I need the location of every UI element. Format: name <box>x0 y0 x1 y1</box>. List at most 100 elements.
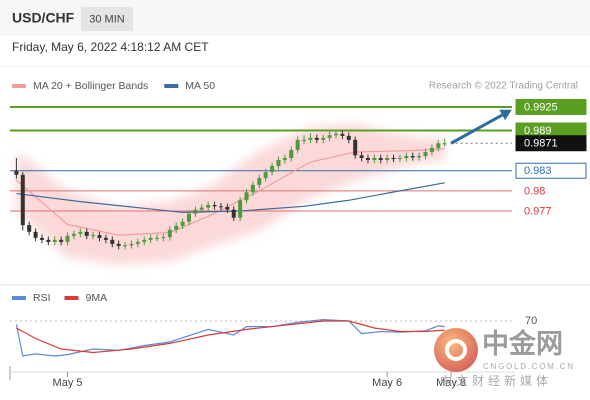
candle-body <box>302 139 307 141</box>
candle-body <box>116 243 121 246</box>
forecast-arrow <box>450 113 503 145</box>
candle-body <box>155 237 160 239</box>
candle-body <box>391 158 396 160</box>
candle-body <box>231 209 236 218</box>
candle-body <box>97 235 102 238</box>
moving-average <box>15 148 445 236</box>
candle-body <box>276 160 281 167</box>
candle-body <box>289 149 294 159</box>
candle-body <box>46 239 51 242</box>
candle-body <box>308 137 313 140</box>
candle-body <box>180 221 185 226</box>
level-label: 0.98 <box>524 185 545 197</box>
candle-body <box>282 158 287 161</box>
candle-body <box>327 135 332 138</box>
candle-body <box>410 155 415 158</box>
candle-body <box>417 155 422 158</box>
candle-body <box>442 143 447 145</box>
watermark-domain: CNGOLD.COM.CN <box>483 362 573 371</box>
x-tick-label: May 5 <box>53 377 83 389</box>
forecast-arrowhead <box>499 109 512 121</box>
candle-body <box>59 239 64 242</box>
legend-label: MA 50 <box>185 80 215 92</box>
candle-body <box>39 237 44 240</box>
candle-body <box>14 170 19 175</box>
watermark-logo <box>434 328 478 372</box>
candle-body <box>378 158 383 161</box>
candle-body <box>148 237 153 240</box>
candle-body <box>206 204 211 208</box>
interval-label[interactable]: 30 MIN <box>89 13 125 25</box>
candle-body <box>334 133 339 136</box>
candle-body <box>129 243 134 246</box>
candle-body <box>340 133 345 136</box>
y-tick-label: 70 <box>525 315 537 327</box>
candle-body <box>33 231 38 238</box>
candle-body <box>263 172 268 179</box>
x-tick-label: May 6 <box>372 377 402 389</box>
candle-body <box>193 209 198 214</box>
candle-body <box>314 137 319 140</box>
candle-body <box>372 158 377 161</box>
candle-body <box>142 239 147 242</box>
candle-body <box>27 225 32 232</box>
candle-body <box>436 143 441 148</box>
candle-body <box>91 235 96 237</box>
candle-body <box>423 151 428 156</box>
candle-body <box>167 229 172 238</box>
candle-body <box>65 235 70 242</box>
candle-body <box>250 184 255 193</box>
candle-body <box>257 178 262 185</box>
candle-body <box>20 174 25 226</box>
candle-body <box>385 158 390 161</box>
candle-body <box>84 231 89 236</box>
candle-body <box>295 139 300 150</box>
candle-body <box>225 206 230 210</box>
source: Research © 2022 Trading Central <box>429 81 578 92</box>
candle-body <box>135 241 140 244</box>
candle-body <box>186 213 191 222</box>
candle-body <box>359 155 364 159</box>
candle-body <box>212 204 217 207</box>
watermark-slogan: 中文财经新媒体 <box>440 373 552 388</box>
level-label: 0.977 <box>524 205 552 217</box>
indicator-line <box>15 318 445 357</box>
level-label: 0.989 <box>524 125 552 137</box>
legend-label: 9MA <box>86 292 108 304</box>
x-tick-label: May 8 <box>436 377 466 389</box>
level-label: 0.9925 <box>524 101 558 113</box>
candle-body <box>103 237 108 240</box>
candle-body <box>174 225 179 230</box>
candle-body <box>110 239 115 244</box>
candle-body <box>78 231 83 234</box>
candle-body <box>199 207 204 210</box>
indicator-line <box>16 320 445 354</box>
candle-body <box>71 233 76 236</box>
candle-body <box>353 139 358 156</box>
legend-label: MA 20 + Bollinger Bands <box>33 80 148 92</box>
candle-body <box>238 200 243 218</box>
watermark: 中金网 CNGOLD.COM.CN 中文财经新媒体 <box>434 328 573 388</box>
level-label: 0.983 <box>524 165 552 177</box>
legend-label: RSI <box>33 292 51 304</box>
candle-body <box>429 147 434 152</box>
watermark-brand: 中金网 <box>482 328 563 359</box>
candle-body <box>161 237 166 239</box>
level-label-box <box>515 99 587 116</box>
candle-body <box>244 192 249 201</box>
candle-body <box>123 245 128 247</box>
interval-button[interactable] <box>81 7 133 31</box>
candle-body <box>365 158 370 161</box>
symbol: USD/CHF <box>12 10 75 26</box>
watermark-logo-mark <box>445 339 467 361</box>
candle-body <box>52 239 57 242</box>
level-label: 0.9871 <box>524 138 558 150</box>
candle-body <box>346 135 351 140</box>
timestamp: Friday, May 6, 2022 4:18:12 AM CET <box>12 40 209 54</box>
level-label-box <box>515 135 587 152</box>
candle-body <box>321 137 326 140</box>
candle-body <box>218 206 223 208</box>
candle-body <box>404 155 409 159</box>
candle-body <box>270 166 275 173</box>
